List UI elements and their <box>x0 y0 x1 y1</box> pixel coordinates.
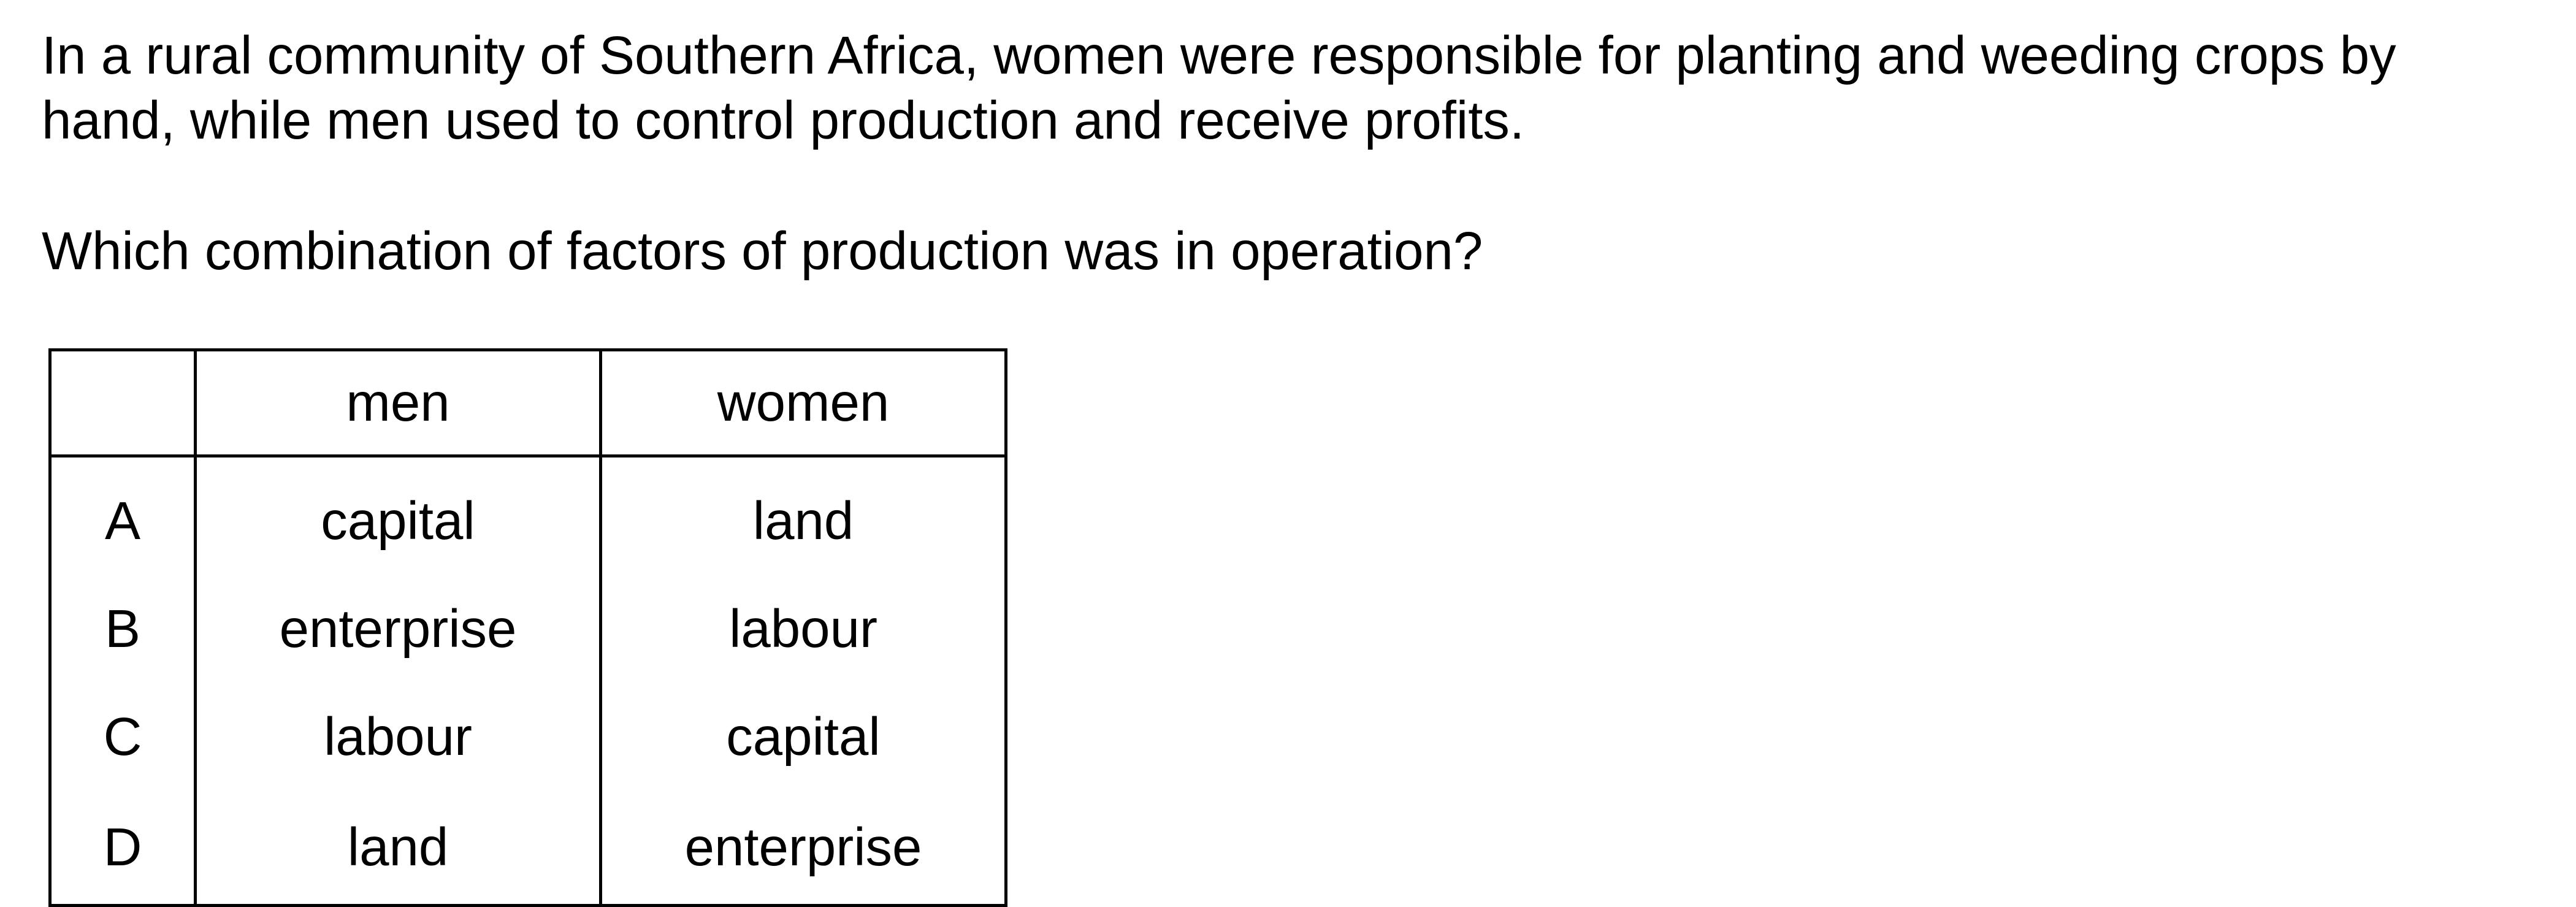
option-women-cell: capital <box>599 683 1007 791</box>
option-letter: D <box>48 791 197 907</box>
option-letter: A <box>48 456 197 575</box>
option-row-a: A capital land <box>48 456 1007 575</box>
options-table: men women A capital land B enterprise la… <box>48 348 1007 907</box>
option-women-cell: labour <box>599 575 1007 683</box>
header-women: women <box>599 348 1007 457</box>
header-men: men <box>194 348 602 457</box>
option-letter: C <box>48 683 197 791</box>
table-header-row: men women <box>48 348 1007 457</box>
option-row-c: C labour capital <box>48 683 1007 791</box>
header-blank <box>48 348 197 457</box>
option-men-cell: labour <box>194 683 602 791</box>
option-letter: B <box>48 575 197 683</box>
option-men-cell: enterprise <box>194 575 602 683</box>
option-row-d: D land enterprise <box>48 791 1007 907</box>
option-women-cell: enterprise <box>599 791 1007 907</box>
option-women-cell: land <box>599 456 1007 575</box>
question-stem: In a rural community of Southern Africa,… <box>42 26 2396 150</box>
option-men-cell: capital <box>194 456 602 575</box>
option-men-cell: land <box>194 791 602 907</box>
question-prompt: Which combination of factors of producti… <box>42 221 1483 281</box>
option-row-b: B enterprise labour <box>48 575 1007 683</box>
